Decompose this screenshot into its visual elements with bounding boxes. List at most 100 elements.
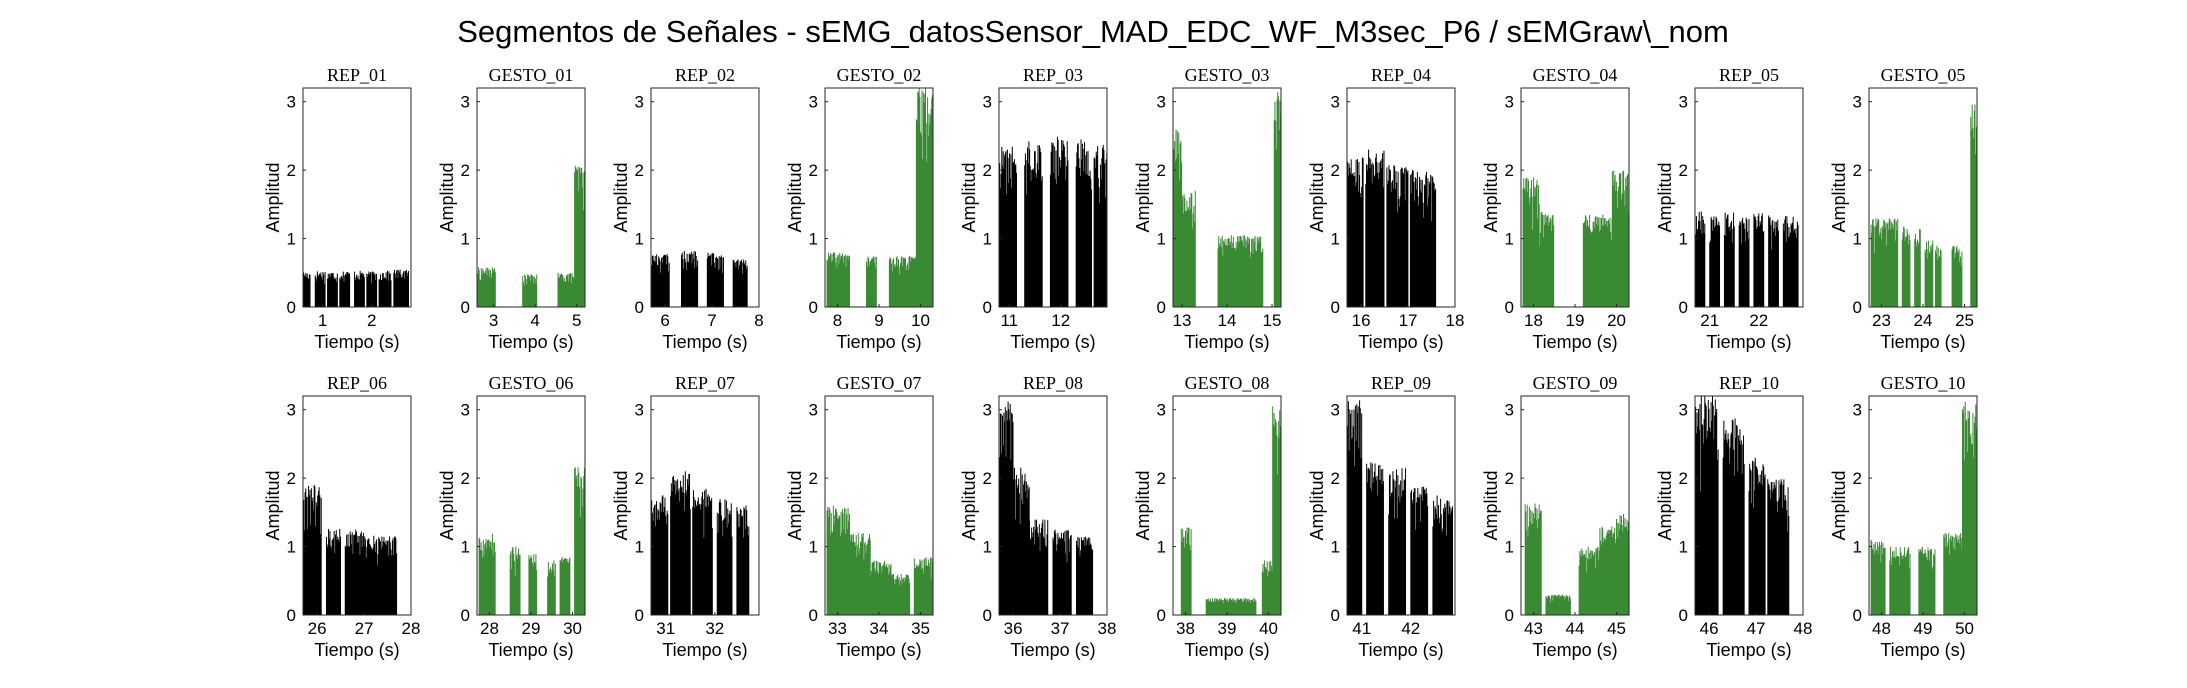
y-tick-label: 0 bbox=[635, 298, 644, 317]
x-tick-label: 7 bbox=[707, 311, 716, 330]
signal-burst bbox=[1924, 240, 1934, 307]
signal-burst bbox=[1709, 216, 1721, 307]
signal-burst bbox=[354, 270, 365, 307]
x-tick-label: 16 bbox=[1352, 311, 1371, 330]
signal-burst bbox=[1075, 139, 1093, 307]
signal-burst bbox=[1347, 400, 1363, 615]
y-tick-label: 3 bbox=[1331, 93, 1340, 112]
signal-burst bbox=[1782, 216, 1799, 307]
y-tick-label: 3 bbox=[809, 401, 818, 420]
x-tick-label: 28 bbox=[402, 619, 421, 638]
y-axis-label: Amplitud bbox=[437, 162, 457, 232]
y-tick-label: 0 bbox=[1853, 298, 1862, 317]
x-tick-label: 4 bbox=[530, 311, 539, 330]
signal-burst bbox=[706, 252, 724, 307]
signal-burst bbox=[478, 533, 496, 615]
signal-burst bbox=[1522, 177, 1540, 307]
y-tick-label: 2 bbox=[287, 469, 296, 488]
signal-burst bbox=[1012, 465, 1030, 615]
y-axis-label: Amplitud bbox=[1133, 470, 1153, 540]
y-tick-label: 0 bbox=[1157, 298, 1166, 317]
signal-burst bbox=[1029, 519, 1049, 615]
signal-burst bbox=[1970, 104, 1977, 307]
x-tick-label: 45 bbox=[1607, 619, 1626, 638]
subplot-title: REP_06 bbox=[327, 373, 387, 393]
y-tick-label: 3 bbox=[1853, 401, 1862, 420]
y-tick-label: 1 bbox=[1853, 230, 1862, 249]
y-tick-label: 0 bbox=[1679, 606, 1688, 625]
signal-burst bbox=[1695, 396, 1719, 615]
y-tick-label: 3 bbox=[809, 93, 818, 112]
signal-burst bbox=[1870, 218, 1899, 307]
signal-burst bbox=[1914, 229, 1921, 307]
y-tick-label: 2 bbox=[1853, 161, 1862, 180]
subplot-rep-05: 0 1 2 3 21 22 REP_05 Tiempo (s) Amplitud bbox=[1655, 65, 1804, 352]
x-tick-label: 9 bbox=[874, 311, 883, 330]
signal-trace bbox=[477, 165, 585, 307]
signal-trace bbox=[1695, 211, 1799, 307]
signal-burst bbox=[1767, 479, 1790, 615]
subplot-title: REP_10 bbox=[1719, 373, 1779, 393]
x-tick-label: 36 bbox=[1004, 619, 1023, 638]
subplot-rep-10: 0 1 2 3 46 47 48 REP_10 Tiempo (s) Amplitud bbox=[1655, 373, 1812, 660]
y-tick-label: 3 bbox=[1679, 93, 1688, 112]
x-tick-label: 41 bbox=[1352, 619, 1371, 638]
signal-burst bbox=[1093, 144, 1107, 307]
signal-burst bbox=[1273, 91, 1281, 307]
x-tick-label: 43 bbox=[1524, 619, 1543, 638]
y-tick-label: 0 bbox=[287, 298, 296, 317]
x-axis-label: Tiempo (s) bbox=[836, 640, 921, 660]
signal-burst bbox=[547, 560, 556, 615]
subplot-title: REP_02 bbox=[675, 65, 735, 85]
y-tick-label: 3 bbox=[983, 93, 992, 112]
y-tick-label: 0 bbox=[1505, 298, 1514, 317]
y-tick-label: 1 bbox=[983, 230, 992, 249]
x-tick-label: 11 bbox=[1000, 311, 1018, 330]
signal-burst bbox=[999, 401, 1014, 615]
x-axis-label: Tiempo (s) bbox=[1706, 332, 1791, 352]
y-tick-label: 3 bbox=[1331, 401, 1340, 420]
x-tick-label: 33 bbox=[828, 619, 847, 638]
signal-burst bbox=[1695, 211, 1706, 307]
x-tick-label: 44 bbox=[1566, 619, 1585, 638]
subplot-rep-06: 0 1 2 3 26 27 28 REP_06 Tiempo (s) Amplitud bbox=[263, 373, 420, 660]
signal-trace bbox=[478, 467, 585, 615]
signal-burst bbox=[870, 560, 892, 615]
y-axis-label: Amplitud bbox=[959, 470, 979, 540]
subplot-rep-02: 0 1 2 3 6 7 8 REP_02 Tiempo (s) Amplitud bbox=[611, 65, 764, 352]
subplot-title: GESTO_07 bbox=[837, 373, 922, 393]
signal-trace bbox=[1524, 503, 1629, 615]
y-tick-label: 3 bbox=[461, 93, 470, 112]
axes-box bbox=[1346, 87, 1456, 308]
subplot-title: GESTO_02 bbox=[837, 65, 922, 85]
y-tick-label: 0 bbox=[461, 606, 470, 625]
signal-burst bbox=[1934, 245, 1942, 307]
x-tick-label: 18 bbox=[1446, 311, 1465, 330]
y-tick-label: 1 bbox=[1679, 230, 1688, 249]
subplot-title: GESTO_05 bbox=[1881, 65, 1966, 85]
y-tick-label: 2 bbox=[461, 161, 470, 180]
x-tick-label: 23 bbox=[1872, 311, 1891, 330]
subplot-rep-08: 0 1 2 3 36 37 38 REP_08 Tiempo (s) Amplitud bbox=[959, 373, 1116, 660]
y-tick-label: 2 bbox=[635, 469, 644, 488]
y-tick-label: 1 bbox=[1505, 538, 1514, 557]
x-tick-label: 37 bbox=[1051, 619, 1070, 638]
signal-burst bbox=[1599, 526, 1617, 615]
x-tick-label: 38 bbox=[1176, 619, 1195, 638]
y-tick-label: 1 bbox=[287, 538, 296, 557]
signal-burst bbox=[522, 274, 538, 307]
y-tick-label: 1 bbox=[1853, 538, 1862, 557]
x-tick-label: 10 bbox=[911, 311, 930, 330]
y-tick-label: 3 bbox=[1505, 401, 1514, 420]
x-tick-label: 8 bbox=[833, 311, 842, 330]
subplot-rep-01: 0 1 2 3 1 2 REP_01 Tiempo (s) Amplitud bbox=[263, 65, 412, 352]
signal-burst bbox=[1052, 529, 1072, 615]
signal-trace bbox=[1695, 396, 1790, 615]
y-tick-label: 1 bbox=[1679, 538, 1688, 557]
figure-title: Segmentos de Señales - sEMG_datosSensor_… bbox=[457, 14, 1729, 49]
x-axis-label: Tiempo (s) bbox=[662, 332, 747, 352]
subplot-gesto-03: 0 1 2 3 13 14 15 GESTO_03 Tiempo (s) Amplitud bbox=[1133, 65, 1282, 352]
x-axis-label: Tiempo (s) bbox=[1358, 640, 1443, 660]
y-axis-label: Amplitud bbox=[611, 470, 631, 540]
